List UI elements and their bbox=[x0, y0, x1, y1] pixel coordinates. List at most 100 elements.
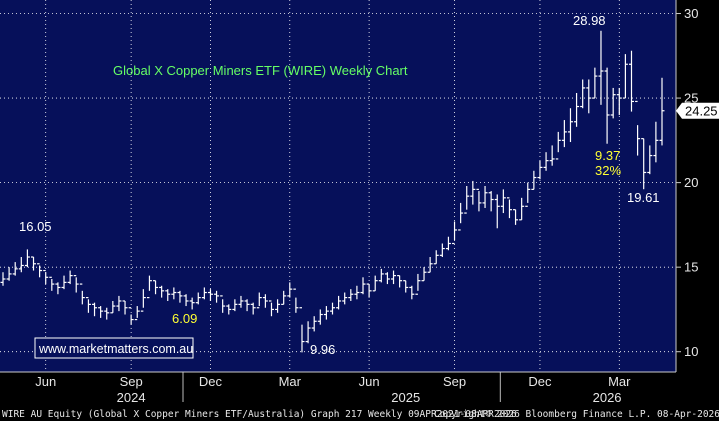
ohlc-bar bbox=[494, 194, 500, 229]
ohlc-bar bbox=[622, 54, 628, 99]
annotation-drop-percent: 32% bbox=[595, 163, 621, 178]
ohlc-bar bbox=[549, 145, 555, 166]
ohlc-bar bbox=[299, 307, 305, 353]
ohlc-bar bbox=[653, 121, 659, 163]
y-tick-label: 15 bbox=[684, 260, 698, 275]
ohlc-bar bbox=[610, 87, 616, 119]
ohlc-bar bbox=[464, 186, 470, 214]
ohlc-bar bbox=[384, 272, 390, 285]
ohlc-bar bbox=[140, 289, 146, 312]
ohlc-bar bbox=[79, 283, 85, 305]
ohlc-bar bbox=[159, 285, 165, 298]
ohlc-bar bbox=[18, 257, 24, 273]
x-month-label: Jun bbox=[359, 374, 380, 389]
ohlc-bar bbox=[275, 299, 281, 313]
ohlc-bar bbox=[24, 249, 30, 268]
ohlc-bar bbox=[0, 272, 6, 286]
annotation-low-mid: 6.09 bbox=[172, 311, 197, 326]
ohlc-bar bbox=[452, 221, 458, 245]
chart-title: Global X Copper Miners ETF (WIRE) Weekly… bbox=[113, 63, 408, 78]
annotation-high-start: 16.05 bbox=[19, 219, 52, 234]
ohlc-bar bbox=[92, 302, 98, 317]
footer-copyright: Copyright© 2026 Bloomberg Finance L.P. 0… bbox=[434, 409, 719, 420]
ohlc-bar bbox=[61, 275, 67, 290]
y-tick-label: 10 bbox=[684, 344, 698, 359]
ohlc-bar bbox=[342, 292, 348, 305]
ohlc-bar bbox=[561, 120, 567, 148]
ohlc-bar bbox=[403, 280, 409, 293]
ohlc-bar bbox=[281, 290, 287, 305]
ohlc-bar bbox=[183, 294, 189, 307]
ohlc-bar bbox=[519, 197, 525, 221]
ohlc-bar bbox=[43, 269, 49, 285]
ohlc-bar bbox=[555, 131, 561, 160]
ohlc-bar bbox=[537, 160, 543, 180]
annotation-low-recent: 19.61 bbox=[627, 190, 660, 205]
x-year-label: 2026 bbox=[593, 390, 622, 405]
ohlc-bar bbox=[134, 306, 140, 321]
ohlc-bar bbox=[482, 186, 488, 208]
x-month-label: Sep bbox=[443, 374, 466, 389]
ohlc-bar bbox=[409, 285, 415, 300]
ohlc-series bbox=[0, 30, 665, 353]
ohlc-bar bbox=[531, 170, 537, 190]
watermark-box: www.marketmatters.com.au bbox=[34, 337, 194, 359]
plot-area bbox=[0, 0, 676, 372]
last-price-tag: 24.25 bbox=[676, 102, 719, 119]
ohlc-bar bbox=[360, 277, 366, 295]
x-axis: Jun Sep Dec Mar Jun Sep Dec Mar 2024 2025 2026 bbox=[0, 371, 676, 405]
ohlc-bar bbox=[171, 287, 177, 300]
ohlc-bar bbox=[311, 316, 317, 332]
ohlc-bar bbox=[580, 79, 586, 109]
annotation-drop-value: 9.37 bbox=[595, 148, 620, 163]
ohlc-bar bbox=[391, 270, 397, 285]
ohlc-bar bbox=[397, 275, 403, 288]
ohlc-bar bbox=[439, 243, 445, 258]
ohlc-bar bbox=[317, 309, 323, 325]
ohlc-bar bbox=[128, 307, 134, 325]
ohlc-bar bbox=[256, 292, 262, 309]
ohlc-bar bbox=[250, 302, 256, 315]
ohlc-bar bbox=[592, 67, 598, 99]
ohlc-bar bbox=[458, 202, 464, 231]
ohlc-bar bbox=[153, 280, 159, 295]
ohlc-bar bbox=[85, 297, 91, 313]
ohlc-bar bbox=[366, 283, 372, 298]
annotation-peak: 28.98 bbox=[573, 13, 606, 28]
ohlc-bar bbox=[226, 304, 232, 315]
ohlc-bar bbox=[268, 300, 274, 317]
ohlc-bar bbox=[262, 294, 268, 308]
ohlc-bar bbox=[525, 182, 531, 207]
ohlc-bar bbox=[354, 285, 360, 300]
x-month-label: Sep bbox=[120, 374, 143, 389]
x-month-label: Dec bbox=[528, 374, 552, 389]
ohlc-bar bbox=[336, 295, 342, 310]
watermark-text: www.marketmatters.com.au bbox=[38, 342, 193, 356]
ohlc-bar bbox=[195, 292, 201, 305]
ohlc-bar bbox=[207, 289, 213, 301]
ohlc-bar bbox=[232, 299, 238, 312]
x-month-label: Dec bbox=[199, 374, 223, 389]
y-tick-label: 25 bbox=[684, 91, 698, 106]
ohlc-bar bbox=[372, 275, 378, 292]
ohlc-bar bbox=[641, 138, 647, 190]
ohlc-bar bbox=[433, 250, 439, 265]
ohlc-bar bbox=[6, 267, 12, 281]
ohlc-bar bbox=[293, 288, 299, 313]
x-month-label: Mar bbox=[279, 374, 302, 389]
ohlc-bar bbox=[67, 270, 73, 285]
ohlc-bar bbox=[598, 30, 604, 105]
ohlc-bar bbox=[586, 79, 592, 114]
ohlc-bar bbox=[421, 267, 427, 282]
ohlc-bar bbox=[628, 50, 634, 112]
ohlc-bar bbox=[287, 282, 293, 298]
ohlc-bar bbox=[177, 290, 183, 303]
ohlc-bar bbox=[37, 263, 43, 278]
ohlc-bar bbox=[323, 306, 329, 320]
ohlc-bar bbox=[220, 295, 226, 313]
ohlc-bar bbox=[445, 236, 451, 251]
y-tick-label: 20 bbox=[684, 175, 698, 190]
y-axis: 10 15 20 25 30 bbox=[675, 0, 698, 372]
